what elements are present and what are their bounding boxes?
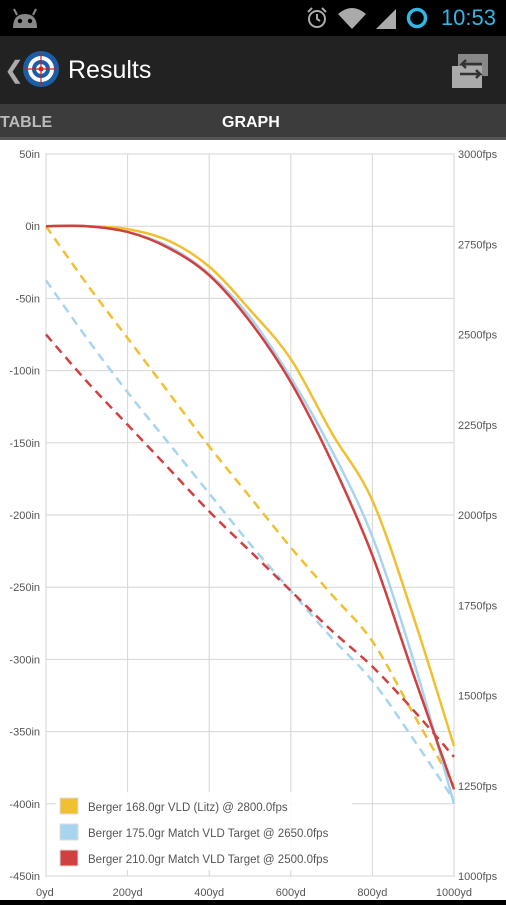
velocity-line-series-2	[44, 279, 456, 801]
velocity-line-series-3	[45, 333, 455, 758]
signal-icon	[375, 9, 396, 29]
trajectory-chart: 50in 0in -50in -100in -150in -200in -250in -300…	[9, 149, 498, 899]
legend-box	[56, 792, 352, 870]
y-left-tick-label: -250in	[9, 582, 40, 594]
legend-swatch	[59, 823, 79, 841]
x-tick-label: 800yd	[357, 887, 387, 899]
android-icon	[13, 8, 37, 28]
page-title: Results	[68, 56, 152, 84]
y-left-tick-label: -150in	[9, 438, 40, 450]
y-left-tick-label: -300in	[9, 654, 40, 666]
y-left-tick-label: -450in	[9, 871, 40, 883]
tab-bar: TABLE GRAPH	[0, 104, 506, 140]
clock-time: 10:53	[440, 5, 496, 30]
tab-graph[interactable]: GRAPH	[222, 114, 280, 131]
legend-swatch	[59, 797, 79, 815]
y-left-tick-label: 50in	[19, 149, 40, 161]
chart-area: 50in 0in -50in -100in -150in -200in -250in -300…	[0, 140, 506, 900]
swap-icon[interactable]	[450, 52, 490, 90]
y-right-tick-label: 2500fps	[458, 330, 498, 342]
y-left-tick-label: 0in	[25, 221, 40, 233]
y-left-tick-label: -50in	[16, 293, 40, 305]
y-right-tick-label: 3000fps	[458, 149, 498, 161]
y-left-tick-label: -350in	[9, 727, 40, 739]
tab-table[interactable]: TABLE	[0, 114, 53, 131]
y-left-tick-label: -400in	[9, 799, 40, 811]
y-right-tick-label: 1000fps	[458, 871, 498, 883]
x-tick-label: 400yd	[194, 887, 224, 899]
y-right-tick-label: 2000fps	[458, 510, 498, 522]
app-logo-icon[interactable]	[22, 50, 60, 88]
y-right-tick-label: 2750fps	[458, 239, 498, 251]
alarm-icon	[307, 7, 327, 28]
y-left-tick-label: -100in	[9, 366, 40, 378]
drop-line-series-3	[45, 224, 456, 790]
drop-line-series-1	[45, 224, 456, 747]
status-bar: 10:53	[0, 0, 506, 36]
wifi-icon	[337, 8, 366, 29]
x-tick-label: 600yd	[276, 887, 306, 899]
tab-indicator	[0, 137, 506, 140]
legend-swatch	[59, 849, 79, 867]
x-tick-label: 0yd	[36, 887, 54, 899]
y-right-tick-label: 1250fps	[458, 781, 498, 793]
action-bar: ❮ Results	[0, 36, 506, 104]
legend-label: Berger 210.0gr Match VLD Target @ 2500.0…	[88, 854, 329, 866]
legend-label: Berger 175.0gr Match VLD Target @ 2650.0…	[88, 828, 329, 840]
back-chevron-icon[interactable]: ❮	[4, 57, 25, 84]
y-right-tick-label: 2250fps	[458, 420, 498, 432]
y-right-tick-label: 1500fps	[458, 691, 498, 703]
y-right-tick-label: 1750fps	[458, 600, 498, 612]
x-tick-label: 1000yd	[436, 887, 472, 899]
x-tick-label: 200yd	[113, 887, 143, 899]
sync-icon	[406, 7, 428, 29]
legend-label: Berger 168.0gr VLD (Litz) @ 2800.0fps	[88, 802, 288, 814]
y-left-tick-label: -200in	[9, 510, 40, 522]
